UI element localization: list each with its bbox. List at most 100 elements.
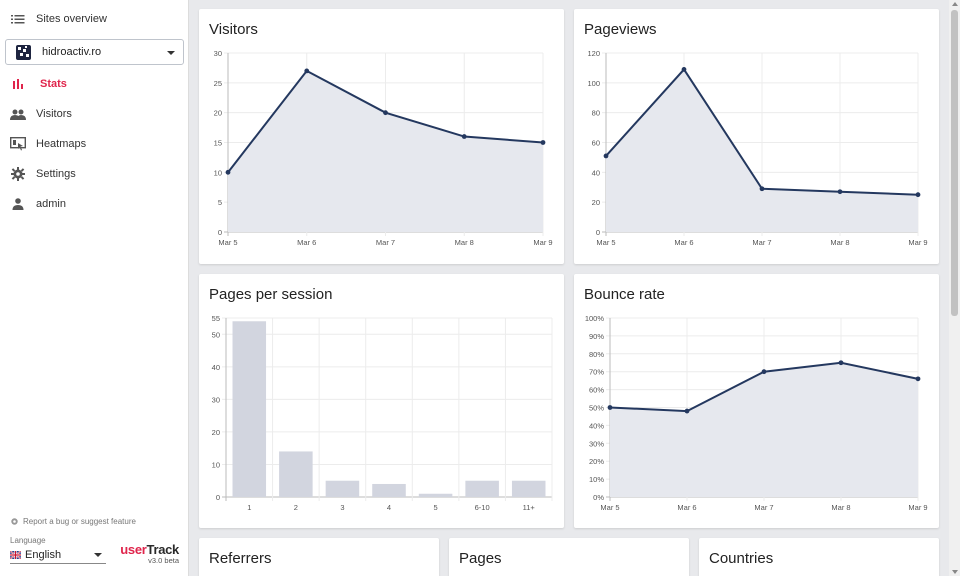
- bar-chart-icon: [10, 76, 26, 92]
- data-point: [915, 192, 921, 198]
- report-bug-link[interactable]: Report a bug or suggest feature: [10, 517, 136, 526]
- y-tick-label: 50%: [589, 404, 604, 413]
- visitors-card: Visitors 0 5 10 15 20 25 30 Mar 5 Mar 6 Mar 7 Mar …: [199, 9, 564, 264]
- bar: [325, 480, 360, 497]
- y-tick-label: 60: [592, 139, 600, 148]
- page-scrollbar[interactable]: [949, 0, 960, 576]
- chevron-down-icon: [94, 553, 102, 557]
- y-tick-label: 10: [212, 460, 220, 469]
- x-tick-label: 11+: [523, 503, 536, 512]
- language-value: English: [25, 548, 62, 561]
- x-tick-label: Mar 8: [830, 238, 849, 247]
- bounce-rate-chart: 0% 10% 20% 30% 40% 50% 60% 70% 80% 90% 100% Mar 5 Ma…: [585, 314, 928, 512]
- y-tick-label: 80: [592, 109, 600, 118]
- bar: [418, 493, 453, 497]
- site-selector[interactable]: hidroactiv.ro: [5, 39, 184, 65]
- x-tick-label: Mar 5: [600, 503, 619, 512]
- x-tick-label: Mar 7: [376, 238, 395, 247]
- people-icon: [10, 106, 26, 122]
- y-tick-label: 30%: [589, 439, 604, 448]
- y-tick-label: 40%: [589, 421, 604, 430]
- series-area: [606, 69, 918, 233]
- nav-item-admin[interactable]: admin: [0, 190, 189, 218]
- nav-item-visitors[interactable]: Visitors: [0, 100, 189, 128]
- site-favicon-icon: [16, 45, 31, 60]
- data-point: [461, 134, 467, 139]
- version-label: v3.0 beta: [148, 556, 179, 565]
- x-tick-label: Mar 5: [596, 238, 615, 247]
- x-tick-label: 5: [433, 503, 437, 512]
- y-tick-label: 20%: [589, 457, 604, 466]
- x-tick-label: 4: [387, 503, 391, 512]
- data-point: [915, 376, 921, 382]
- y-tick-label: 80%: [589, 350, 604, 359]
- y-tick-label: 25: [214, 79, 222, 88]
- nav-item-settings[interactable]: Settings: [0, 160, 189, 188]
- visitors-title: Visitors: [209, 21, 258, 38]
- referrers-title: Referrers: [209, 550, 272, 567]
- data-point: [759, 186, 765, 192]
- data-point: [761, 369, 767, 375]
- nav-label-settings: Settings: [36, 168, 76, 180]
- language-label: Language: [10, 536, 46, 545]
- y-tick-label: 90%: [589, 332, 604, 341]
- sites-overview-link[interactable]: Sites overview: [0, 5, 189, 33]
- data-point: [837, 189, 843, 195]
- y-tick-label: 30: [214, 49, 222, 58]
- y-tick-label: 40: [592, 168, 600, 177]
- y-tick-label: 60%: [589, 386, 604, 395]
- y-tick-label: 20: [592, 198, 600, 207]
- usertrack-logo: userTrack v3.0 beta: [117, 542, 181, 566]
- data-point: [540, 140, 546, 145]
- list-icon: [10, 11, 26, 27]
- y-tick-label: 30: [212, 395, 220, 404]
- language-select[interactable]: English: [10, 546, 106, 564]
- y-tick-label: 70%: [589, 368, 604, 377]
- sidebar: Sites overview hidroactiv.ro Stats Visit…: [0, 0, 189, 576]
- gear-icon: [10, 166, 26, 182]
- bar: [372, 483, 406, 497]
- nav-label-stats: Stats: [40, 78, 67, 90]
- y-tick-label: 5: [218, 198, 222, 207]
- y-tick-label: 120: [587, 49, 600, 58]
- person-icon: [10, 196, 26, 212]
- x-tick-label: 1: [247, 503, 251, 512]
- pageviews-card: Pageviews 0 20 40 60 80 100 120 Mar 5 Mar 6 Mar 7…: [574, 9, 939, 264]
- logo-track-text: Track: [146, 542, 180, 557]
- site-name: hidroactiv.ro: [42, 46, 102, 58]
- y-tick-label: 100: [587, 79, 600, 88]
- y-tick-label: 0%: [593, 493, 604, 502]
- data-point: [681, 67, 687, 72]
- pages-title: Pages: [459, 550, 502, 567]
- countries-title: Countries: [709, 550, 774, 567]
- x-tick-label: 2: [294, 503, 298, 512]
- y-tick-label: 0: [216, 493, 220, 502]
- y-tick-label: 15: [214, 139, 222, 148]
- y-tick-label: 0: [218, 228, 222, 237]
- heatmap-icon: [10, 136, 26, 152]
- x-tick-label: Mar 9: [908, 238, 927, 247]
- pages-card: Pages: [449, 538, 689, 576]
- nav-label-heatmaps: Heatmaps: [36, 138, 87, 150]
- x-tick-label: Mar 7: [752, 238, 771, 247]
- scrollbar-thumb[interactable]: [951, 10, 958, 316]
- referrers-card: Referrers: [199, 538, 439, 576]
- data-point: [607, 405, 613, 410]
- series-area: [610, 362, 918, 497]
- x-tick-label: Mar 6: [297, 238, 316, 247]
- bar: [511, 480, 546, 497]
- y-tick-label: 0: [596, 228, 600, 237]
- series-area: [228, 70, 543, 233]
- nav-item-stats[interactable]: Stats: [0, 70, 189, 98]
- nav-label-visitors: Visitors: [36, 108, 72, 120]
- x-tick-label: 3: [340, 503, 344, 512]
- bounce-rate-title: Bounce rate: [584, 286, 665, 303]
- y-tick-label: 20: [214, 109, 222, 118]
- nav-item-heatmaps[interactable]: Heatmaps: [0, 130, 189, 158]
- y-tick-label: 10: [214, 168, 222, 177]
- gear-icon: [11, 518, 18, 525]
- data-point: [225, 169, 231, 175]
- x-tick-label: 6-10: [475, 503, 490, 512]
- x-tick-label: Mar 6: [677, 503, 696, 512]
- nav-label-admin: admin: [36, 198, 66, 210]
